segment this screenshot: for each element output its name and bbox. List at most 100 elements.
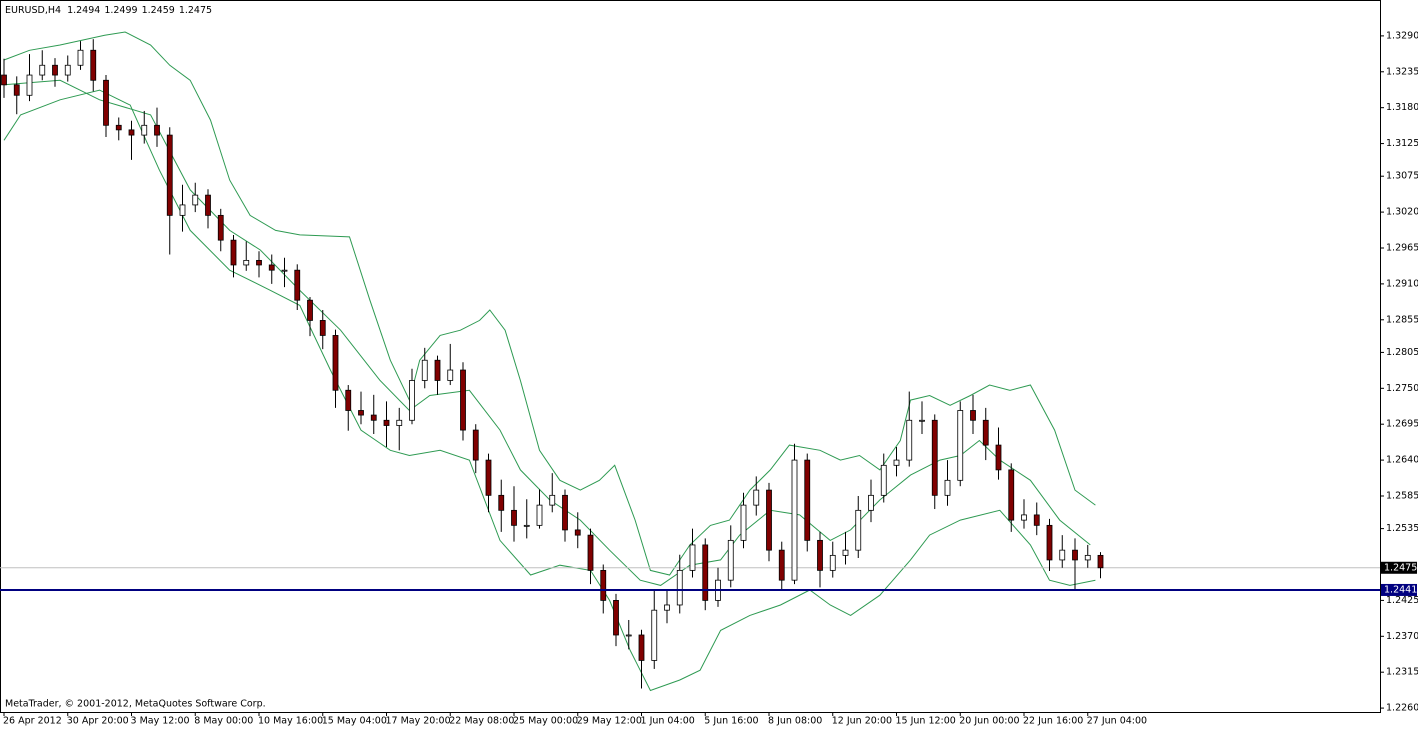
- candle-body: [549, 494, 556, 506]
- candle-body: [64, 64, 71, 76]
- y-tick-label: 1.3075: [1386, 171, 1418, 182]
- y-tick-label: 1.2640: [1386, 455, 1418, 466]
- candle-body: [740, 504, 747, 541]
- y-tick-label: 1.2585: [1386, 490, 1418, 501]
- x-tick-label: 8 May 00:00: [194, 716, 253, 727]
- chart-header: EURUSD,H4 1.2494 1.2499 1.2459 1.2475: [5, 5, 212, 16]
- x-tick-label: 17 May 20:00: [386, 716, 451, 727]
- x-tick-label: 8 Jun 08:00: [768, 716, 822, 727]
- candle-body: [753, 489, 760, 506]
- candle-body: [689, 544, 696, 571]
- candle-body: [230, 239, 237, 266]
- y-tick-label: 1.2965: [1386, 242, 1418, 253]
- y-tick-label: 1.2260: [1386, 703, 1418, 714]
- y-tick-label: 1.3180: [1386, 102, 1418, 113]
- candle-body: [804, 459, 811, 541]
- y-tick-label: 1.2695: [1386, 419, 1418, 430]
- candle-body: [511, 509, 517, 526]
- candle-body: [1021, 514, 1027, 521]
- candle-body: [319, 320, 326, 336]
- x-tick-label: 15 Jun 12:00: [896, 716, 956, 727]
- candle-body: [1033, 514, 1040, 526]
- candle-body: [307, 299, 313, 321]
- candle-body: [970, 410, 976, 421]
- x-tick-label: 22 Jun 16:00: [1023, 716, 1083, 727]
- candle-body: [345, 389, 352, 411]
- y-tick-label: 1.2370: [1386, 631, 1418, 642]
- candle-body: [919, 419, 925, 422]
- y-tick-label: 1.2855: [1386, 314, 1418, 325]
- candles: [1, 39, 1104, 689]
- x-tick-label: 27 Jun 04:00: [1087, 716, 1147, 727]
- current-price-label: 1.2475: [1384, 562, 1417, 573]
- candle-body: [498, 494, 505, 511]
- candle-body: [154, 124, 160, 136]
- x-tick-label: 5 Jun 16:00: [704, 716, 758, 727]
- candle-body: [115, 124, 122, 131]
- candle-body: [817, 539, 823, 571]
- candle-body: [676, 569, 683, 606]
- candle-body: [141, 124, 148, 136]
- x-tick-label: 22 May 08:00: [449, 716, 514, 727]
- candle-body: [268, 264, 275, 271]
- candle-body: [1059, 549, 1066, 561]
- candle-body: [931, 419, 938, 496]
- candle-body: [485, 459, 492, 496]
- candle-body: [1072, 549, 1078, 561]
- candle-body: [103, 79, 109, 126]
- candle-body: [625, 634, 632, 637]
- y-tick-label: 1.2315: [1386, 667, 1418, 678]
- candle-body: [906, 419, 913, 461]
- candle-body: [1097, 554, 1104, 569]
- candle-body: [600, 569, 607, 601]
- candle-body: [358, 410, 364, 416]
- candle-body: [77, 49, 84, 66]
- band-line: [3, 31, 1096, 576]
- candle-body: [893, 459, 900, 466]
- candle-body: [957, 410, 964, 481]
- candle-body: [179, 204, 186, 216]
- candle-body: [1008, 469, 1015, 521]
- candle-body: [536, 504, 543, 526]
- x-tick-label: 15 May 04:00: [322, 716, 387, 727]
- y-tick-label: 1.2910: [1386, 278, 1418, 289]
- y-tick-label: 1.3020: [1386, 207, 1418, 218]
- x-tick-label: 10 May 16:00: [258, 716, 323, 727]
- candle-body: [434, 359, 441, 381]
- x-tick-label: 20 Jun 00:00: [959, 716, 1019, 727]
- candle-body: [370, 414, 377, 421]
- candle-body: [409, 380, 415, 421]
- candle-body: [944, 479, 951, 496]
- candle-body: [562, 494, 568, 531]
- candle-body: [166, 134, 173, 216]
- candle-body: [995, 444, 1002, 471]
- candle-body: [868, 494, 874, 511]
- candle-body: [281, 269, 288, 272]
- x-tick-label: 1 Jun 04:00: [641, 716, 695, 727]
- candle-body: [880, 464, 887, 496]
- y-tick-label: 1.2535: [1386, 523, 1418, 534]
- x-tick-label: 12 Jun 20:00: [832, 716, 892, 727]
- candle-body: [90, 49, 97, 81]
- candle-body: [243, 259, 250, 266]
- candle-body: [421, 359, 428, 381]
- band-line: [3, 89, 1096, 692]
- y-tick-label: 1.2805: [1386, 347, 1418, 358]
- last-low: 1.2459: [142, 5, 175, 16]
- price-label: 1.2441: [1384, 584, 1417, 595]
- candle-body: [982, 419, 989, 446]
- plot-frame: [0, 0, 1381, 713]
- last-open: 1.2494: [67, 5, 100, 16]
- candle-body: [727, 539, 734, 581]
- y-tick-label: 1.2750: [1386, 383, 1418, 394]
- candle-body: [651, 609, 658, 661]
- candle-body: [294, 269, 301, 301]
- candle-body: [613, 600, 619, 636]
- candle-body: [766, 489, 772, 551]
- last-high: 1.2499: [104, 5, 137, 16]
- candle-body: [52, 64, 58, 76]
- candle-body: [460, 369, 466, 431]
- candle-body: [205, 194, 211, 216]
